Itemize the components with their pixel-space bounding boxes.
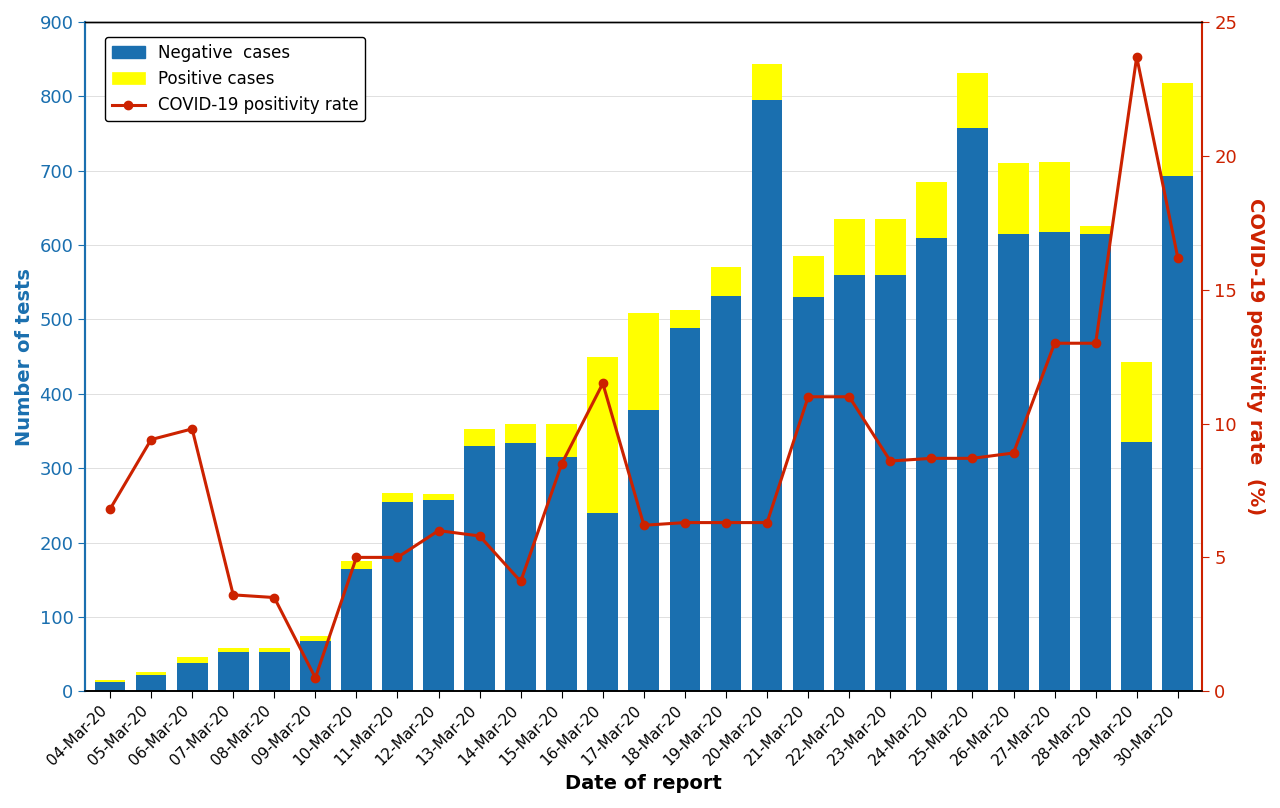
Bar [218,648,248,652]
Y-axis label: Number of tests: Number of tests [15,267,35,445]
X-axis label: Date of report: Date of report [566,774,722,793]
Bar [259,648,289,652]
Bar [424,500,454,691]
Bar [751,100,782,691]
Bar [1121,442,1152,691]
Y-axis label: COVID-19 positivity rate  (%): COVID-19 positivity rate (%) [1245,198,1265,516]
Bar [259,652,289,691]
Bar [792,256,823,297]
Bar [177,657,207,663]
Bar [136,675,166,691]
Bar [465,430,495,446]
Bar [340,561,371,569]
Bar [547,457,577,691]
Bar [792,297,823,691]
Bar [710,296,741,691]
Bar [957,128,988,691]
Bar [300,641,330,691]
Bar [1080,226,1111,234]
Bar [998,163,1029,234]
Bar [1162,83,1193,176]
Bar [833,275,864,691]
Bar [1162,176,1193,691]
Bar [751,65,782,100]
Bar [669,328,700,691]
Bar [710,267,741,296]
Bar [588,513,618,691]
Bar [833,219,864,275]
Bar [669,309,700,328]
Bar [876,219,906,275]
Bar [1121,362,1152,442]
Bar [424,494,454,500]
Bar [300,636,330,641]
Bar [340,569,371,691]
Bar [998,234,1029,691]
Bar [1039,233,1070,691]
Bar [916,238,947,691]
Bar [547,423,577,457]
Legend: Negative  cases, Positive cases, COVID-19 positivity rate: Negative cases, Positive cases, COVID-19… [105,37,366,121]
Bar [506,443,536,691]
Bar [381,493,413,502]
Bar [136,672,166,675]
Bar [465,446,495,691]
Bar [876,275,906,691]
Bar [957,73,988,128]
Bar [628,410,659,691]
Bar [916,182,947,238]
Bar [1080,234,1111,691]
Bar [1039,162,1070,233]
Bar [628,314,659,410]
Bar [381,502,413,691]
Bar [95,682,125,691]
Bar [218,652,248,691]
Bar [588,356,618,513]
Bar [506,424,536,443]
Bar [95,680,125,682]
Bar [177,663,207,691]
